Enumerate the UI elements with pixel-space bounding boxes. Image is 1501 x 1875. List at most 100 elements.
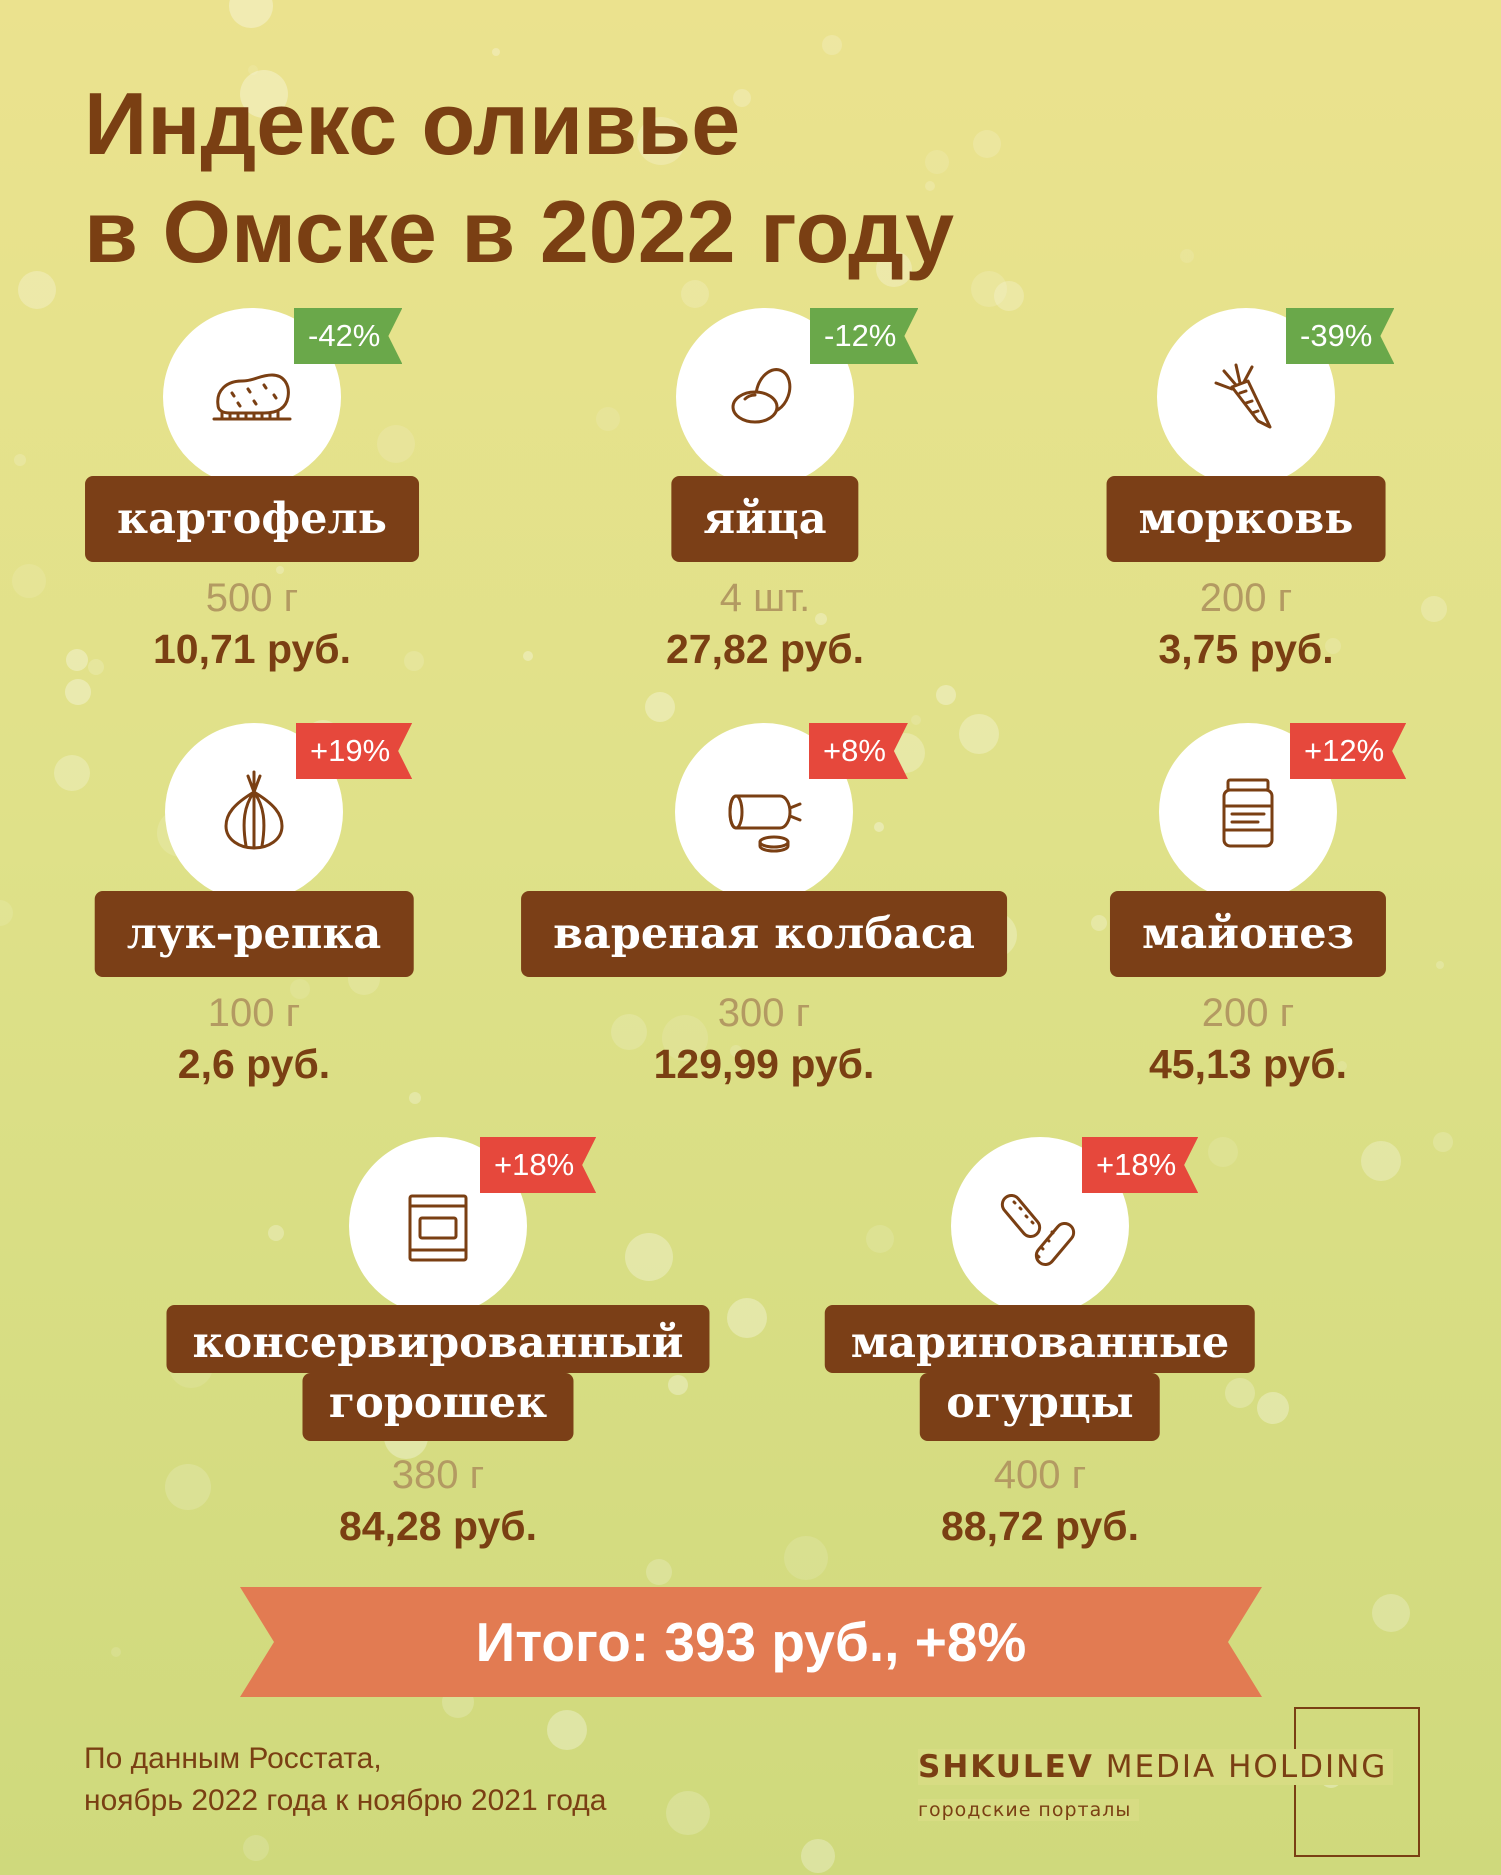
background-dot (815, 613, 827, 625)
background-dot (409, 1092, 421, 1104)
background-dot (1421, 596, 1447, 622)
item-name: яйца (671, 476, 859, 562)
item-name-tag: морковь (1106, 476, 1386, 562)
background-dot (18, 271, 56, 309)
item-name: картофель (85, 476, 419, 562)
background-dot (866, 1225, 894, 1253)
page-title: Индекс оливье в Омске в 2022 году (84, 70, 954, 286)
background-dot (936, 685, 956, 705)
item-amount: 100 г (207, 991, 301, 1035)
background-dot (65, 679, 91, 705)
background-dot (66, 649, 88, 671)
price-change-badge: -12% (810, 308, 918, 364)
item-amount: 200 г (1201, 991, 1295, 1035)
background-dot (12, 564, 46, 598)
price-change-badge: -39% (1286, 308, 1394, 364)
background-dot (404, 651, 424, 671)
source-note: По данным Росстата, ноябрь 2022 года к н… (84, 1738, 606, 1822)
item-name: морковь (1106, 476, 1386, 562)
background-dot (276, 566, 284, 574)
background-dot (1361, 1141, 1401, 1181)
item-name-tag: вареная колбаса (521, 891, 1007, 977)
background-dot (229, 0, 273, 28)
publisher-logo: SHKULEV MEDIA HOLDING городские порталы (918, 1707, 1424, 1861)
price-change-badge: +12% (1290, 723, 1406, 779)
pickles-icon (1000, 1194, 1076, 1266)
background-dot (0, 900, 13, 926)
potato-icon (212, 373, 292, 421)
source-line-1: По данным Росстата, (84, 1742, 382, 1775)
item-name: лук-репка (94, 891, 414, 977)
item-amount: 4 шт. (719, 576, 811, 620)
background-dot (911, 715, 921, 725)
background-dot (973, 130, 1001, 158)
sausage-icon (728, 794, 802, 853)
item-amount: 500 г (205, 576, 299, 620)
item-name-line-2: горошек (302, 1373, 574, 1441)
item-name: майонез (1109, 891, 1387, 977)
item-name-line-2: огурцы (920, 1373, 1160, 1441)
background-dot (1208, 1137, 1238, 1167)
background-dot (1091, 915, 1107, 931)
background-dot (14, 454, 26, 466)
mayonnaise-jar-icon (1222, 778, 1274, 848)
canned-peas-icon (408, 1194, 468, 1262)
background-dot (727, 1298, 767, 1338)
price-change-badge: +18% (1082, 1137, 1198, 1193)
carrot-icon (1214, 363, 1272, 429)
background-dot (492, 48, 500, 56)
background-dot (268, 1225, 284, 1241)
background-dot (54, 755, 90, 791)
title-line-2: в Омске в 2022 году (84, 182, 955, 281)
item-price: 2,6 руб. (177, 1041, 331, 1087)
background-dot (1372, 1594, 1410, 1632)
logo-rest: MEDIA HOLDING (1105, 1749, 1388, 1785)
item-name-tag: консервированный горошек (166, 1305, 710, 1441)
background-dot (377, 425, 415, 463)
item-name-line-1: маринованные (824, 1305, 1256, 1373)
background-dot (1257, 1392, 1289, 1424)
item-name-tag: маринованные огурцы (824, 1305, 1256, 1441)
item-amount: 300 г (717, 991, 811, 1035)
logo-subtitle: городские порталы (918, 1799, 1140, 1821)
item-name: вареная колбаса (521, 891, 1007, 977)
logo-brand: SHKULEV (918, 1749, 1094, 1785)
background-dot (625, 1233, 673, 1281)
background-dot (666, 1791, 710, 1835)
background-dot (959, 714, 999, 754)
item-price: 129,99 руб. (653, 1041, 875, 1087)
price-change-badge: +18% (480, 1137, 596, 1193)
price-change-badge: -42% (294, 308, 402, 364)
background-dot (611, 1014, 647, 1050)
background-dot (971, 271, 1007, 307)
item-name-line-1: консервированный (166, 1305, 710, 1373)
background-dot (822, 35, 842, 55)
background-dot (1433, 1132, 1453, 1152)
item-name-tag: лук-репка (94, 891, 414, 977)
total-text: Итого: 393 руб., +8% (475, 1611, 1027, 1673)
background-dot (874, 822, 884, 832)
background-dot (596, 407, 620, 431)
background-dot (243, 1835, 269, 1861)
background-dot (111, 1647, 121, 1657)
background-dot (801, 1839, 835, 1873)
source-line-2: ноябрь 2022 года к ноябрю 2021 года (84, 1784, 607, 1817)
title-line-1: Индекс оливье (84, 74, 741, 173)
item-name-tag: яйца (671, 476, 859, 562)
total-banner: Итого: 393 руб., +8% (240, 1587, 1262, 1697)
onion-icon (224, 770, 284, 850)
price-change-badge: +19% (296, 723, 412, 779)
item-amount: 380 г (391, 1453, 485, 1497)
background-dot (1180, 249, 1194, 263)
item-price: 45,13 руб. (1148, 1041, 1348, 1087)
price-change-badge: +8% (809, 723, 908, 779)
item-price: 88,72 руб. (940, 1503, 1140, 1549)
item-price: 3,75 руб. (1158, 626, 1334, 672)
background-dot (523, 651, 533, 661)
background-dot (645, 692, 675, 722)
background-dot (1436, 961, 1444, 969)
item-name-tag: майонез (1109, 891, 1387, 977)
eggs-icon (731, 368, 792, 424)
background-dot (88, 659, 104, 675)
background-dot (646, 1559, 672, 1585)
